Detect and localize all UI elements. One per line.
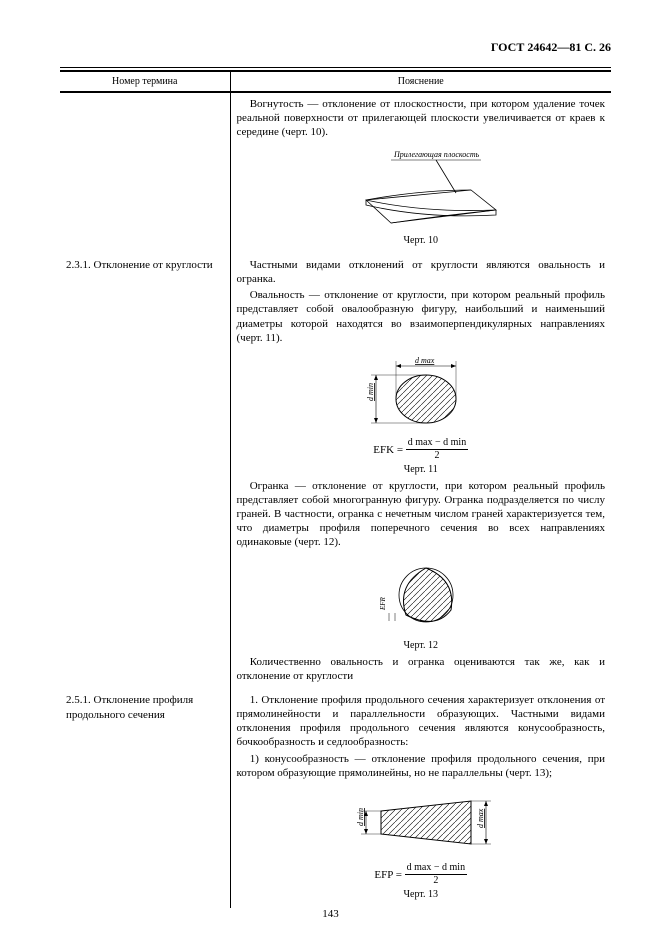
fig13-lhs: EFP = [374,869,402,881]
fig11-den: 2 [406,450,468,461]
main-table: Номер термина Пояснение Вогнутость — отк… [60,71,611,908]
fig10-label-text: Прилегающая плоскость [393,150,480,159]
para-231-4: Количественно овальность и огранка оцени… [237,655,606,683]
para-231-2: Овальность — отклонение от круглости, пр… [237,288,606,344]
para-231-3: Огранка — отклонение от круглости, при к… [237,479,606,549]
fig13-dmax: d max [476,808,485,828]
figure-12: EFR Черт. 12 [237,555,606,651]
fig13-den: 2 [405,875,467,886]
fig13-formula: EFP = d max − d min 2 [237,864,606,887]
term-251: 2.5.1. Отклонение профиля продольного се… [66,693,224,722]
fig11-dmin: d min [366,383,375,401]
th-expl: Пояснение [230,72,611,92]
fig13-num: d max − d min [405,863,467,875]
term-231: 2.3.1. Отклонение от круглости [66,258,224,272]
para-251-1: 1. Отклонение профиля продольного сечени… [237,693,606,749]
fig11-num: d max − d min [406,438,468,450]
fig12-efr: EFR [379,597,387,612]
fig13-dmin: d min [356,808,365,826]
para-concavity: Вогнутость — отклонение от плоскостности… [237,97,606,139]
fig11-caption: Черт. 11 [237,464,606,475]
figure-13: d min d max EFP = d max − d min 2 [237,786,606,900]
figure-11: d max d min EFK = d max − d min 2 [237,351,606,475]
page-number: 143 [0,908,661,920]
fig11-dmax: d max [415,356,435,365]
para-251-2: 1) конусообразность — отклонение профиля… [237,752,606,780]
fig11-formula: EFK = d max − d min 2 [237,439,606,462]
fig11-lhs: EFK = [373,444,403,456]
figure-10: Прилегающая плоскость Черт. 10 [237,145,606,246]
fig12-caption: Черт. 12 [237,640,606,651]
fig10-caption: Черт. 10 [237,235,606,246]
doc-code: ГОСТ 24642—81 С. 26 [60,40,611,55]
th-term: Номер термина [60,72,230,92]
fig13-caption: Черт. 13 [237,889,606,900]
para-231-1: Частными видами отклонений от круглости … [237,258,606,286]
